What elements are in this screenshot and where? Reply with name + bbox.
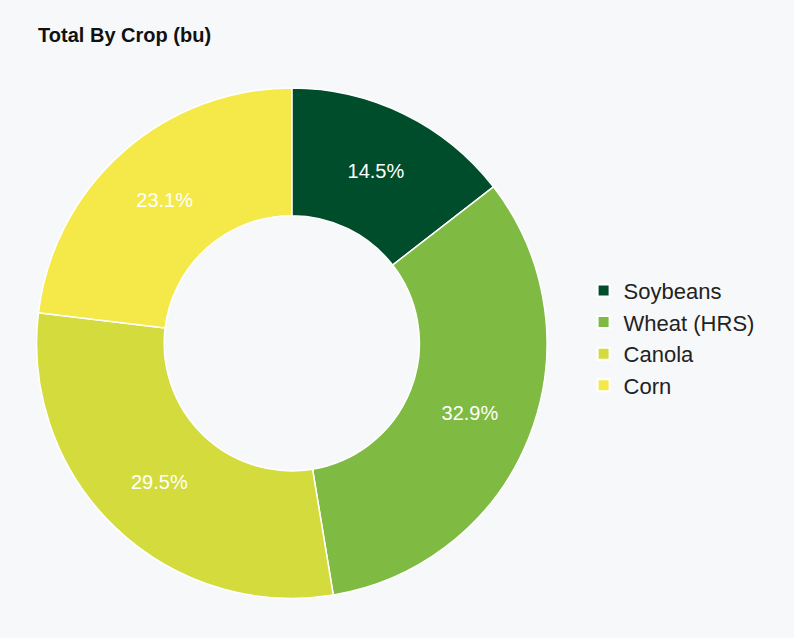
svg-text:14.5%: 14.5%: [348, 160, 405, 182]
svg-text:Canola: Canola: [624, 342, 694, 367]
svg-text:Soybeans: Soybeans: [624, 279, 722, 304]
svg-text:29.5%: 29.5%: [131, 471, 188, 493]
svg-text:32.9%: 32.9%: [442, 402, 499, 424]
svg-text:Corn: Corn: [624, 374, 672, 399]
svg-text:23.1%: 23.1%: [136, 189, 193, 211]
svg-text:Wheat (HRS): Wheat (HRS): [624, 311, 755, 336]
svg-text:Total By Crop (bu): Total By Crop (bu): [38, 24, 211, 46]
